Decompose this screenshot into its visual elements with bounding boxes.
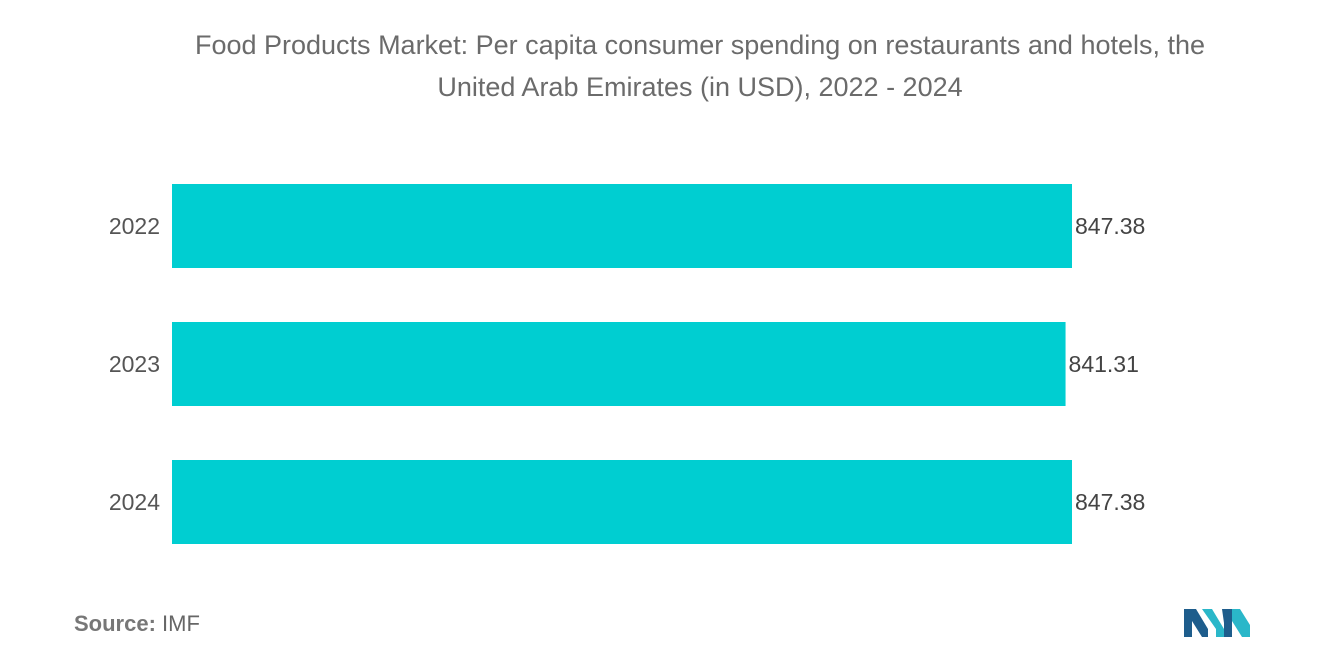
bar-2022: [172, 184, 1072, 268]
chart-title-line-2: United Arab Emirates (in USD), 2022 - 20…: [437, 72, 963, 102]
chart-title: Food Products Market: Per capita consume…: [60, 24, 1320, 108]
value-label-2022: 847.38: [1075, 213, 1145, 239]
category-label-2023: 2023: [109, 351, 160, 377]
source-label: Source:: [74, 611, 156, 636]
category-label-2022: 2022: [109, 213, 160, 239]
mordor-intelligence-logo-icon: [1184, 609, 1250, 637]
chart-title-line-1: Food Products Market: Per capita consume…: [194, 30, 1206, 60]
category-label-2024: 2024: [109, 489, 160, 515]
source-note: Source: IMF: [74, 611, 200, 637]
bar-2024: [172, 460, 1072, 544]
value-label-2023: 841.31: [1069, 351, 1139, 377]
value-label-2024: 847.38: [1075, 489, 1145, 515]
source-value: IMF: [162, 611, 200, 636]
bar-2023: [172, 322, 1066, 406]
